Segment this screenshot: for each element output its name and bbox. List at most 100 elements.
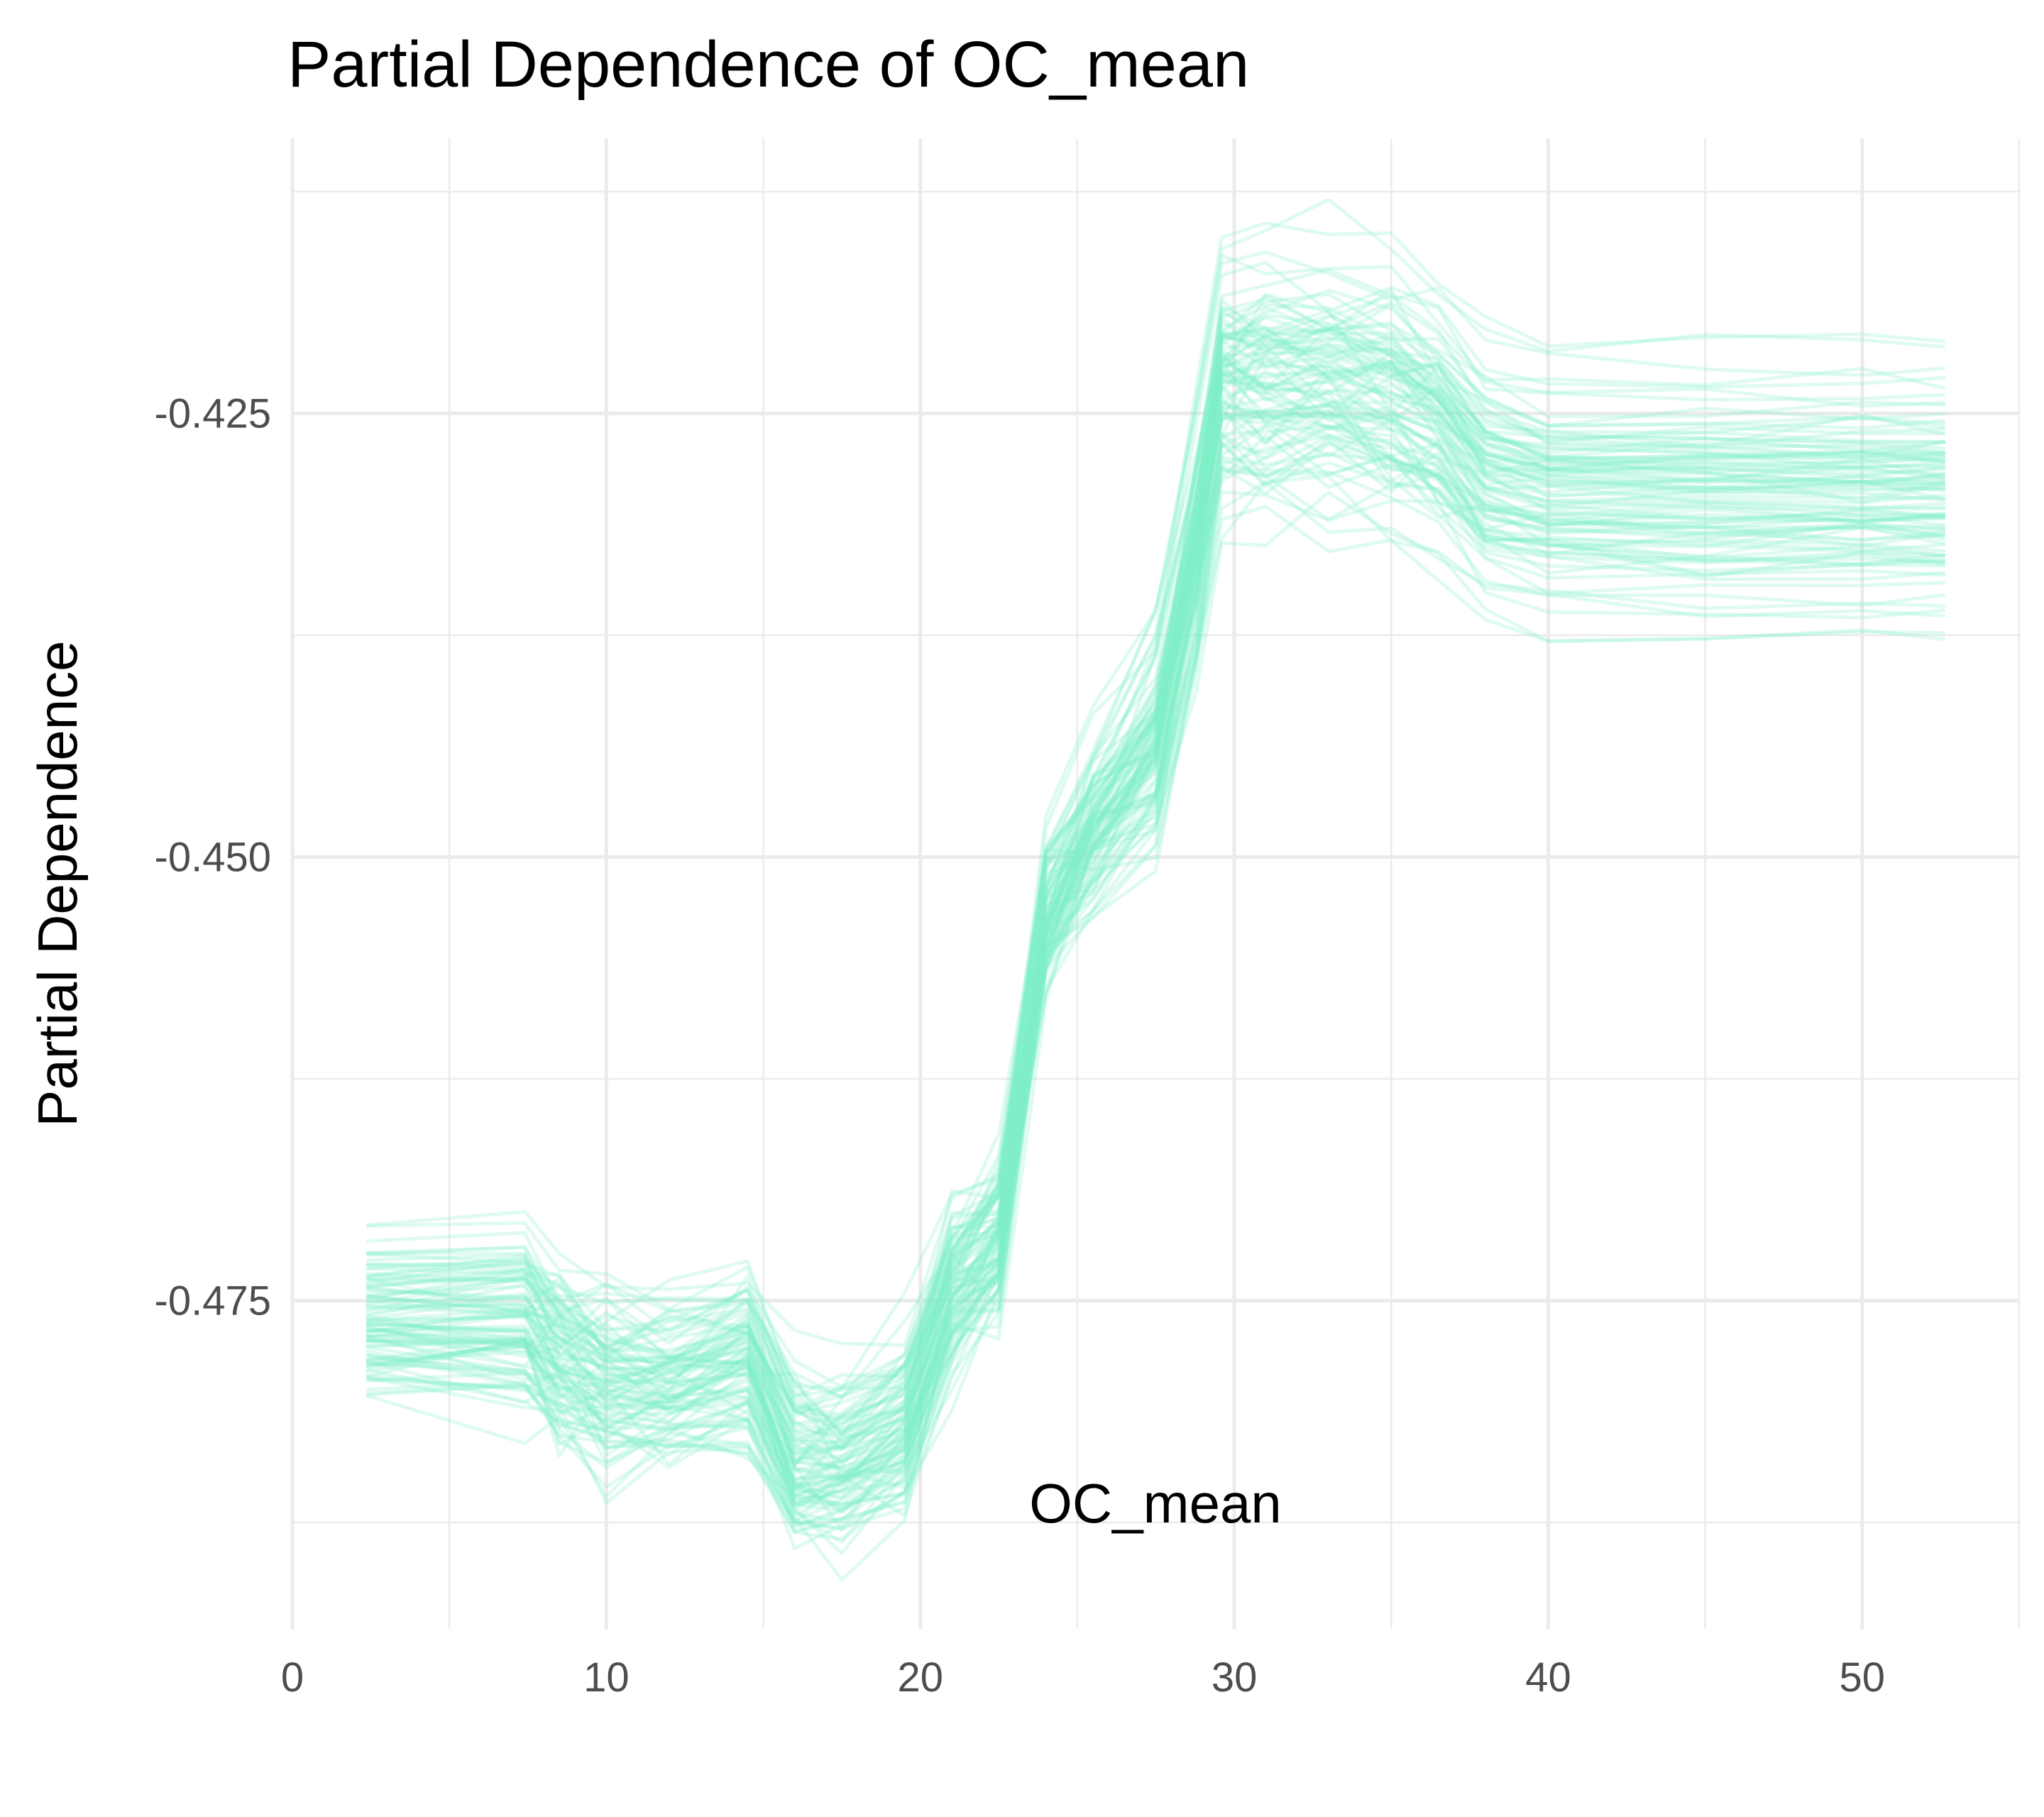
ice-curve: [366, 250, 1946, 1445]
ice-curve: [366, 454, 1946, 1442]
ice-curve: [366, 405, 1946, 1485]
ice-curve: [366, 380, 1946, 1499]
ice-curve: [366, 334, 1946, 1491]
ice-curve: [366, 361, 1946, 1523]
ice-curve: [366, 329, 1946, 1507]
ice-curve: [366, 390, 1946, 1451]
ice-curve: [366, 260, 1946, 1436]
ice-curve: [366, 426, 1946, 1507]
ice-curve: [366, 294, 1946, 1555]
ice-curve: [366, 288, 1946, 1481]
x-tick-label: 30: [1211, 1654, 1258, 1701]
ice-curve: [366, 434, 1946, 1526]
ice-curve: [366, 339, 1946, 1400]
ice-curve: [366, 315, 1946, 1544]
ice-curve: [366, 396, 1946, 1478]
ice-curve: [366, 369, 1946, 1436]
ice-curve: [366, 326, 1946, 1530]
ice-curve: [366, 358, 1946, 1483]
ice-curve: [366, 352, 1946, 1347]
ice-curve: [366, 359, 1946, 1532]
ice-curve: [366, 346, 1946, 1419]
grid: [290, 138, 2021, 1629]
ice-curve: [366, 440, 1946, 1517]
ice-curves: [366, 197, 1946, 1582]
ice-curve: [366, 344, 1946, 1462]
ice-curve: [366, 292, 1946, 1509]
ice-curve: [366, 328, 1946, 1450]
ice-curve: [366, 365, 1946, 1469]
ice-curve: [366, 364, 1946, 1464]
ice-curve: [366, 364, 1946, 1468]
x-tick-label: 0: [281, 1654, 304, 1701]
ice-curve: [366, 424, 1946, 1470]
ice-curve: [366, 305, 1946, 1419]
y-tick-label: -0.450: [155, 835, 271, 881]
ice-curve: [366, 397, 1946, 1454]
ice-curve: [366, 438, 1946, 1456]
ice-curve: [366, 308, 1946, 1508]
ice-curve: [366, 371, 1946, 1417]
ice-curve: [366, 354, 1946, 1541]
ice-curve: [366, 321, 1946, 1436]
ice-curve: [366, 378, 1946, 1527]
ice-curve: [366, 331, 1946, 1456]
ice-curve: [366, 385, 1946, 1503]
ice-curve: [366, 424, 1946, 1398]
ice-curve: [366, 197, 1946, 1432]
ice-curve: [366, 313, 1946, 1436]
ice-curve: [366, 315, 1946, 1489]
ice-curve: [366, 442, 1946, 1498]
x-tick-label: 20: [897, 1654, 943, 1701]
ice-curve: [366, 408, 1946, 1412]
ice-curve: [366, 382, 1946, 1582]
ice-curve: [366, 307, 1946, 1511]
ice-curve: [366, 409, 1946, 1510]
ice-curve: [366, 268, 1946, 1534]
ice-curve: [366, 408, 1946, 1412]
ice-curve: [366, 322, 1946, 1467]
ice-curve: [366, 302, 1946, 1488]
ice-curve: [366, 334, 1946, 1496]
x-tick-label: 50: [1840, 1654, 1886, 1701]
x-tick-labels: 0 10 20 30 40 50: [281, 1654, 1885, 1701]
ice-curve: [366, 293, 1946, 1428]
ice-curve: [366, 347, 1946, 1523]
ice-curve: [366, 358, 1946, 1524]
ice-curve: [366, 424, 1946, 1482]
x-tick-label: 10: [583, 1654, 630, 1701]
y-tick-label: -0.475: [155, 1278, 271, 1324]
ice-curve: [366, 400, 1946, 1500]
ice-curve: [366, 401, 1946, 1389]
ice-curve: [366, 297, 1946, 1444]
x-axis-label: OC_mean: [1029, 1472, 1282, 1535]
ice-curve: [366, 288, 1946, 1424]
ice-curve: [366, 303, 1946, 1494]
ice-curve: [366, 453, 1946, 1432]
ice-curve: [366, 351, 1946, 1481]
ice-curve: [366, 412, 1946, 1471]
ice-curve: [366, 334, 1946, 1426]
ice-curve: [366, 351, 1946, 1491]
ice-curve: [366, 354, 1946, 1532]
ice-curve: [366, 370, 1946, 1518]
ice-curve: [366, 433, 1946, 1481]
ice-curve: [366, 326, 1946, 1507]
ice-curve: [366, 466, 1946, 1451]
ice-curve: [366, 375, 1946, 1484]
ice-curve: [366, 352, 1946, 1499]
chart-title: Partial Dependence of OC_mean: [287, 28, 1249, 101]
ice-curve: [366, 326, 1946, 1529]
ice-curve: [366, 480, 1946, 1480]
ice-curve: [366, 403, 1946, 1441]
ice-curve: [366, 331, 1946, 1437]
y-tick-labels: -0.475 -0.450 -0.425: [155, 391, 271, 1324]
ice-curve: [366, 490, 1946, 1474]
ice-curve: [366, 412, 1946, 1399]
y-tick-label: -0.425: [155, 391, 271, 437]
ice-curve: [366, 353, 1946, 1473]
ice-curve: [366, 390, 1946, 1551]
ice-curve: [366, 434, 1946, 1415]
ice-curve: [366, 335, 1946, 1464]
